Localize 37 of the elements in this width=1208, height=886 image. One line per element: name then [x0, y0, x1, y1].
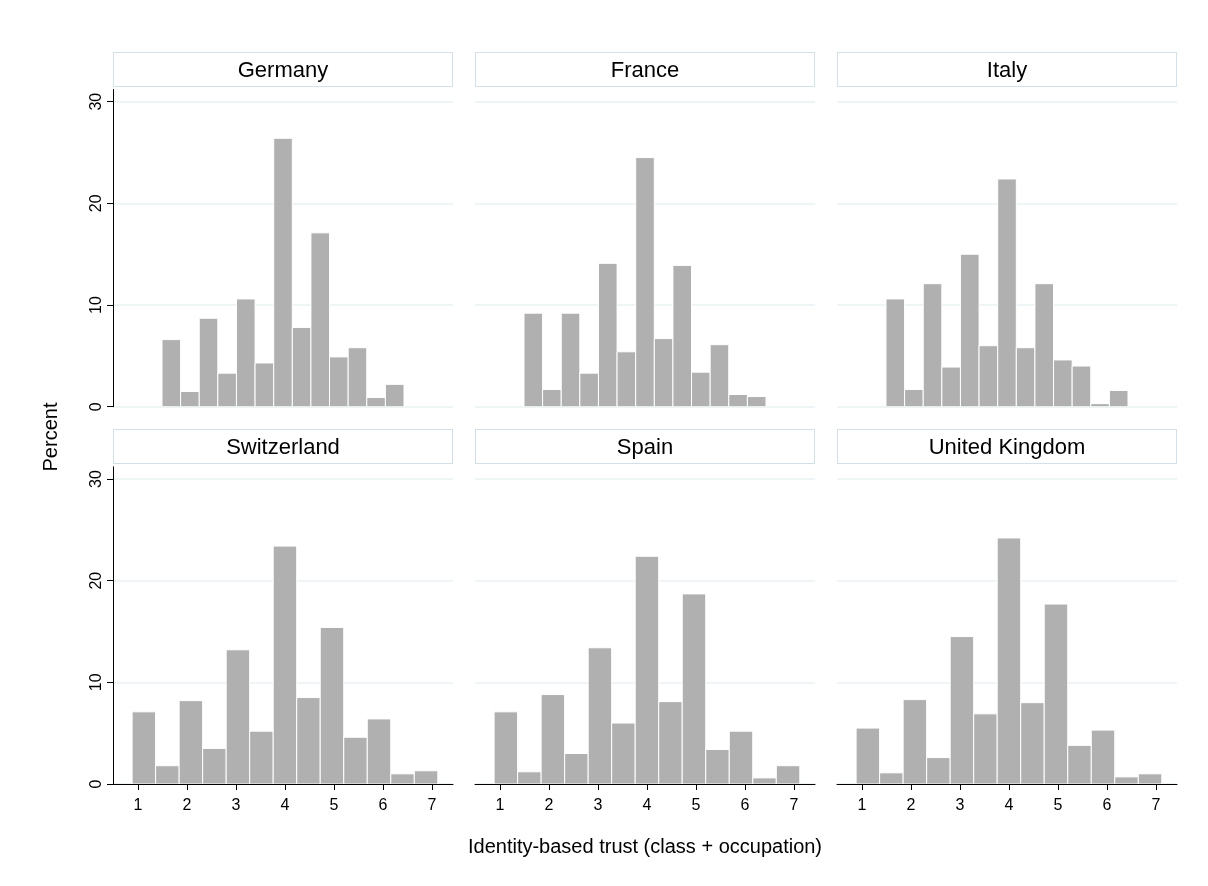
x-tick-label: 7	[427, 795, 437, 813]
x-tick-label: 4	[1004, 795, 1014, 813]
x-tick-label: 7	[1151, 795, 1161, 813]
x-tick-label: 7	[789, 795, 799, 813]
y-tick-label: 0	[86, 779, 104, 789]
chart-title: Italy	[837, 52, 1177, 87]
x-tick-label: 3	[593, 795, 603, 813]
x-tick-label: 6	[740, 795, 750, 813]
x-tick-label: 4	[280, 795, 290, 813]
y-tick-label: 10	[86, 296, 104, 314]
x-tick-label: 1	[133, 795, 143, 813]
x-tick-label: 3	[955, 795, 965, 813]
x-tick-label: 5	[329, 795, 339, 813]
chart-title: Spain	[475, 429, 815, 464]
y-tick-label: 30	[86, 470, 104, 488]
x-axis-title: Identity-based trust (class + occupation)	[467, 835, 823, 857]
x-tick-label: 4	[642, 795, 652, 813]
y-tick-label: 0	[86, 402, 104, 412]
y-axis-title: Percent	[38, 402, 62, 472]
x-tick-label: 2	[906, 795, 916, 813]
y-tick-label: 20	[86, 194, 104, 213]
chart-title: France	[475, 52, 815, 87]
x-tick-label: 6	[1102, 795, 1112, 813]
x-tick-label: 1	[495, 795, 505, 813]
x-tick-label: 5	[1053, 795, 1063, 813]
y-tick-label: 10	[86, 673, 104, 692]
chart-title: Switzerland	[113, 429, 453, 464]
y-tick-label: 20	[86, 571, 104, 590]
x-tick-label: 3	[231, 795, 241, 813]
x-tick-label: 5	[691, 795, 701, 813]
x-tick-label: 1	[857, 795, 867, 813]
x-tick-label: 2	[182, 795, 192, 813]
y-tick-label: 30	[86, 92, 104, 111]
x-tick-label: 2	[544, 795, 554, 813]
chart-title: Germany	[113, 52, 453, 87]
chart-title: United Kingdom	[837, 429, 1177, 464]
x-tick-label: 6	[378, 795, 388, 813]
